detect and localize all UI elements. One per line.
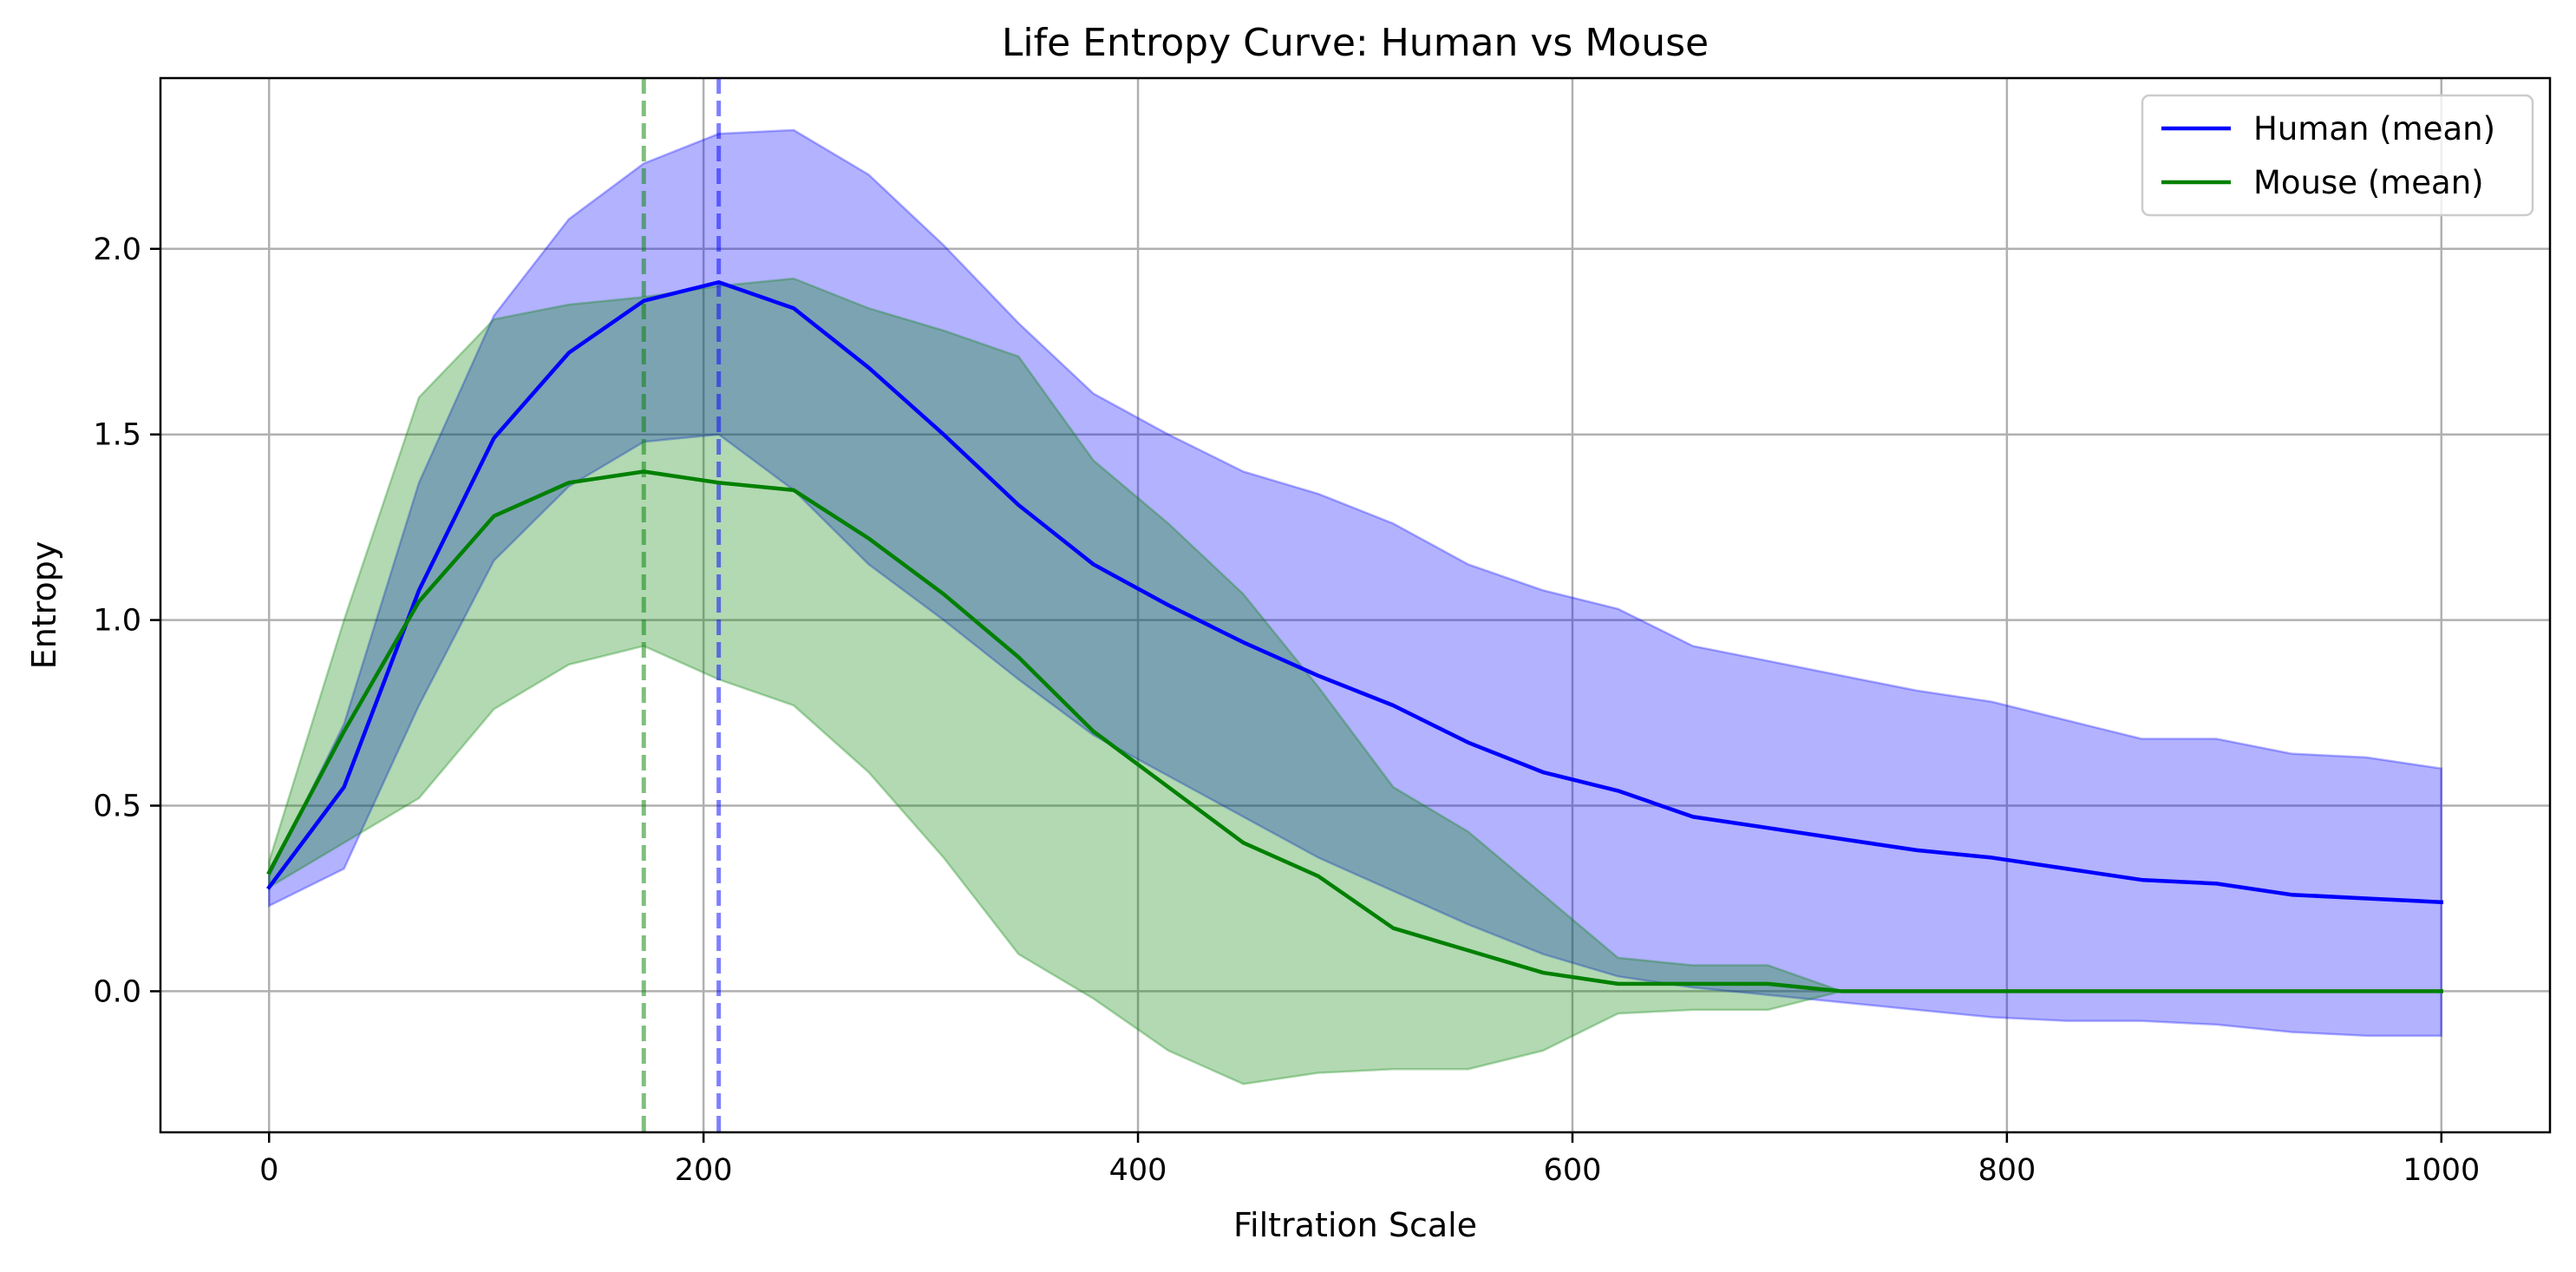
mean-lines [266,280,2444,993]
legend-label-1: Human (mean) [2253,110,2495,148]
mean-line-series-2 [266,469,2444,993]
x-tick-label: 600 [1544,1153,1602,1188]
band-series-1 [267,128,2443,1038]
y-axis-label: Entropy [25,541,63,670]
x-tick-label: 800 [1978,1153,2036,1188]
plot-frame [159,76,2552,1134]
x-tick-label: 0 [259,1153,278,1188]
chart-title: Life Entropy Curve: Human vs Mouse [1002,21,1709,65]
legend-label-2: Mouse (mean) [2253,164,2484,201]
y-tick-label: 1.0 [93,604,141,639]
legend-box [2141,94,2534,217]
y-tick-label: 1.5 [93,418,141,453]
mean-line-series-1 [266,280,2444,905]
x-tick-label: 200 [675,1153,733,1188]
legend: Human (mean) Mouse (mean) [2141,94,2534,217]
grid [160,78,2550,1132]
axis-ticks: 0 200 400 600 800 1000 0.0 0.5 1.0 1.5 2.0 [93,233,2480,1188]
x-tick-label: 1000 [2403,1153,2480,1188]
y-tick-label: 0.0 [93,974,141,1009]
y-tick-label: 0.5 [93,790,141,824]
x-axis-label: Filtration Scale [1233,1206,1477,1244]
x-tick-label: 400 [1109,1153,1167,1188]
y-tick-label: 2.0 [93,233,141,267]
peak-markers [641,78,722,1132]
confidence-bands [267,128,2443,1085]
